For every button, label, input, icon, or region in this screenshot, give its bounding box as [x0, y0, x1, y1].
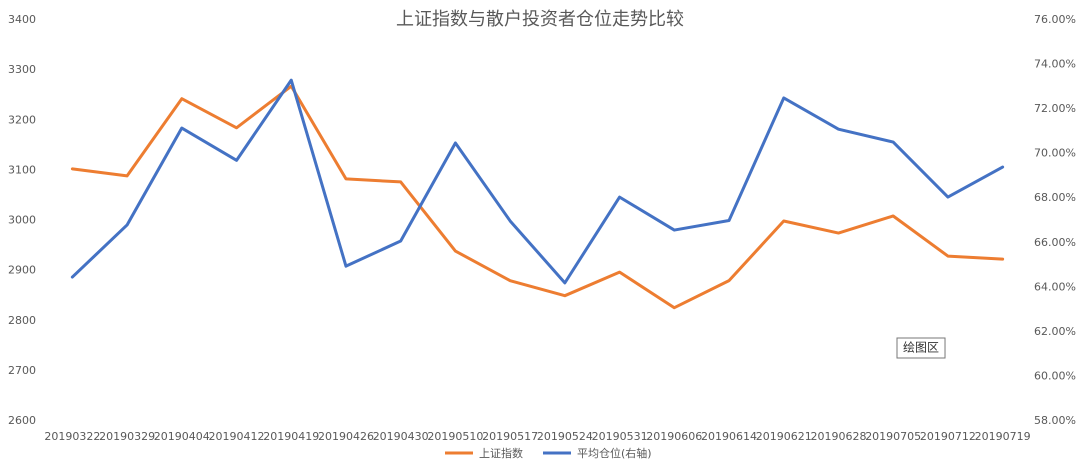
x-tick-label: 20190430 [373, 430, 429, 443]
y2-tick-label: 68.00% [1034, 191, 1076, 204]
y-tick-label: 3000 [8, 214, 36, 227]
y2-tick-label: 76.00% [1034, 13, 1076, 26]
y-tick-label: 3400 [8, 13, 36, 26]
x-tick-label: 20190329 [99, 430, 155, 443]
y2-tick-label: 60.00% [1034, 369, 1076, 382]
x-tick-label: 20190621 [756, 430, 812, 443]
x-tick-label: 20190524 [537, 430, 593, 443]
x-tick-label: 20190531 [592, 430, 648, 443]
x-tick-label: 20190606 [646, 430, 702, 443]
x-tick-label: 20190705 [865, 430, 921, 443]
y-tick-label: 2900 [8, 264, 36, 277]
y-tick-label: 3200 [8, 113, 36, 126]
annotation: 绘图区 [903, 340, 939, 355]
x-tick-label: 20190719 [975, 430, 1031, 443]
y2-tick-label: 58.00% [1034, 414, 1076, 427]
x-tick-label: 20190419 [263, 430, 319, 443]
annotation-box [896, 337, 946, 359]
y2-tick-label: 70.00% [1034, 147, 1076, 160]
y2-tick-label: 66.00% [1034, 236, 1076, 249]
y2-tick-label: 72.00% [1034, 102, 1076, 115]
legend-label: 平均仓位(右轴) [577, 446, 652, 460]
y-tick-label: 3100 [8, 163, 36, 176]
x-tick-label: 20190412 [209, 430, 265, 443]
x-tick-label: 20190322 [44, 430, 100, 443]
x-tick-label: 20190426 [318, 430, 374, 443]
legend-label: 上证指数 [479, 446, 523, 460]
y2-tick-label: 64.00% [1034, 280, 1076, 293]
x-tick-label: 20190628 [810, 430, 866, 443]
y-tick-label: 2600 [8, 414, 36, 427]
x-tick-label: 20190712 [920, 430, 976, 443]
y-tick-label: 2700 [8, 364, 36, 377]
y-tick-label: 3300 [8, 63, 36, 76]
x-tick-label: 20190517 [482, 430, 538, 443]
chart-title: 上证指数与散户投资者仓位走势比较 [396, 9, 684, 30]
y2-tick-label: 62.00% [1034, 325, 1076, 338]
x-tick-label: 20190404 [154, 430, 210, 443]
series-line [70, 78, 1005, 285]
y-tick-label: 2800 [8, 314, 36, 327]
x-tick-label: 20190510 [427, 430, 483, 443]
series-line [70, 84, 1005, 310]
y2-tick-label: 74.00% [1034, 58, 1076, 71]
x-tick-label: 20190614 [701, 430, 757, 443]
